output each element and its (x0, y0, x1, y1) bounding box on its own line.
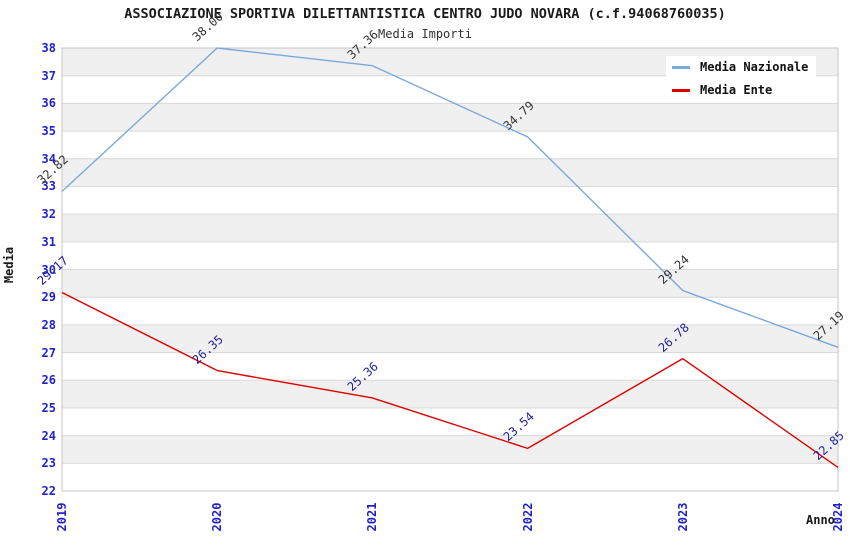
background-band (62, 158, 838, 187)
background-band (62, 214, 838, 242)
y-tick-label: 25 (41, 400, 56, 415)
y-tick-label: 27 (41, 345, 56, 360)
x-axis-title: Anno (806, 513, 835, 527)
x-tick-label: 2020 (210, 502, 225, 532)
chart-subtitle: Media Importi (378, 27, 472, 41)
y-tick-label: 36 (41, 96, 56, 111)
y-axis-title: Media (2, 246, 16, 284)
y-tick-label: 28 (41, 317, 56, 332)
y-tick-label: 38 (41, 41, 56, 55)
x-tick-label: 2021 (365, 502, 380, 532)
y-tick-label: 26 (41, 373, 56, 388)
x-tick-label: 2023 (675, 502, 690, 532)
series-line-nazionale (61, 47, 839, 348)
legend: Media Nazionale Media Ente (666, 56, 817, 101)
series-line-ente (61, 291, 839, 469)
y-tick-label: 35 (41, 124, 56, 139)
y-tick-label: 29 (41, 290, 56, 305)
y-tick-label: 23 (41, 456, 56, 471)
background-band (62, 103, 838, 132)
x-tick-label: 2022 (520, 502, 535, 532)
legend-swatch-ente-icon (672, 88, 690, 92)
legend-label-ente: Media Ente (700, 83, 773, 97)
y-tick-label: 31 (41, 234, 56, 249)
legend-label-nazionale: Media Nazionale (700, 60, 809, 74)
legend-item-ente: Media Ente (666, 79, 781, 101)
y-tick-label: 34 (41, 151, 56, 166)
y-tick-label: 37 (41, 68, 56, 83)
y-tick-label: 32 (41, 207, 56, 222)
y-tick-label: 30 (41, 262, 56, 277)
x-tick-label: 2019 (55, 502, 69, 532)
chart-title: ASSOCIAZIONE SPORTIVA DILETTANTISTICA CE… (124, 6, 726, 22)
background-band (62, 269, 838, 298)
plot-border (61, 47, 839, 492)
background-band (62, 435, 838, 464)
y-tick-label: 33 (41, 179, 56, 194)
y-tick-label: 24 (41, 428, 56, 443)
background-band (62, 324, 838, 353)
y-tick-label: 22 (41, 484, 56, 498)
background-band (62, 380, 838, 408)
legend-swatch-nazionale-icon (672, 65, 690, 69)
legend-item-nazionale: Media Nazionale (666, 56, 817, 78)
